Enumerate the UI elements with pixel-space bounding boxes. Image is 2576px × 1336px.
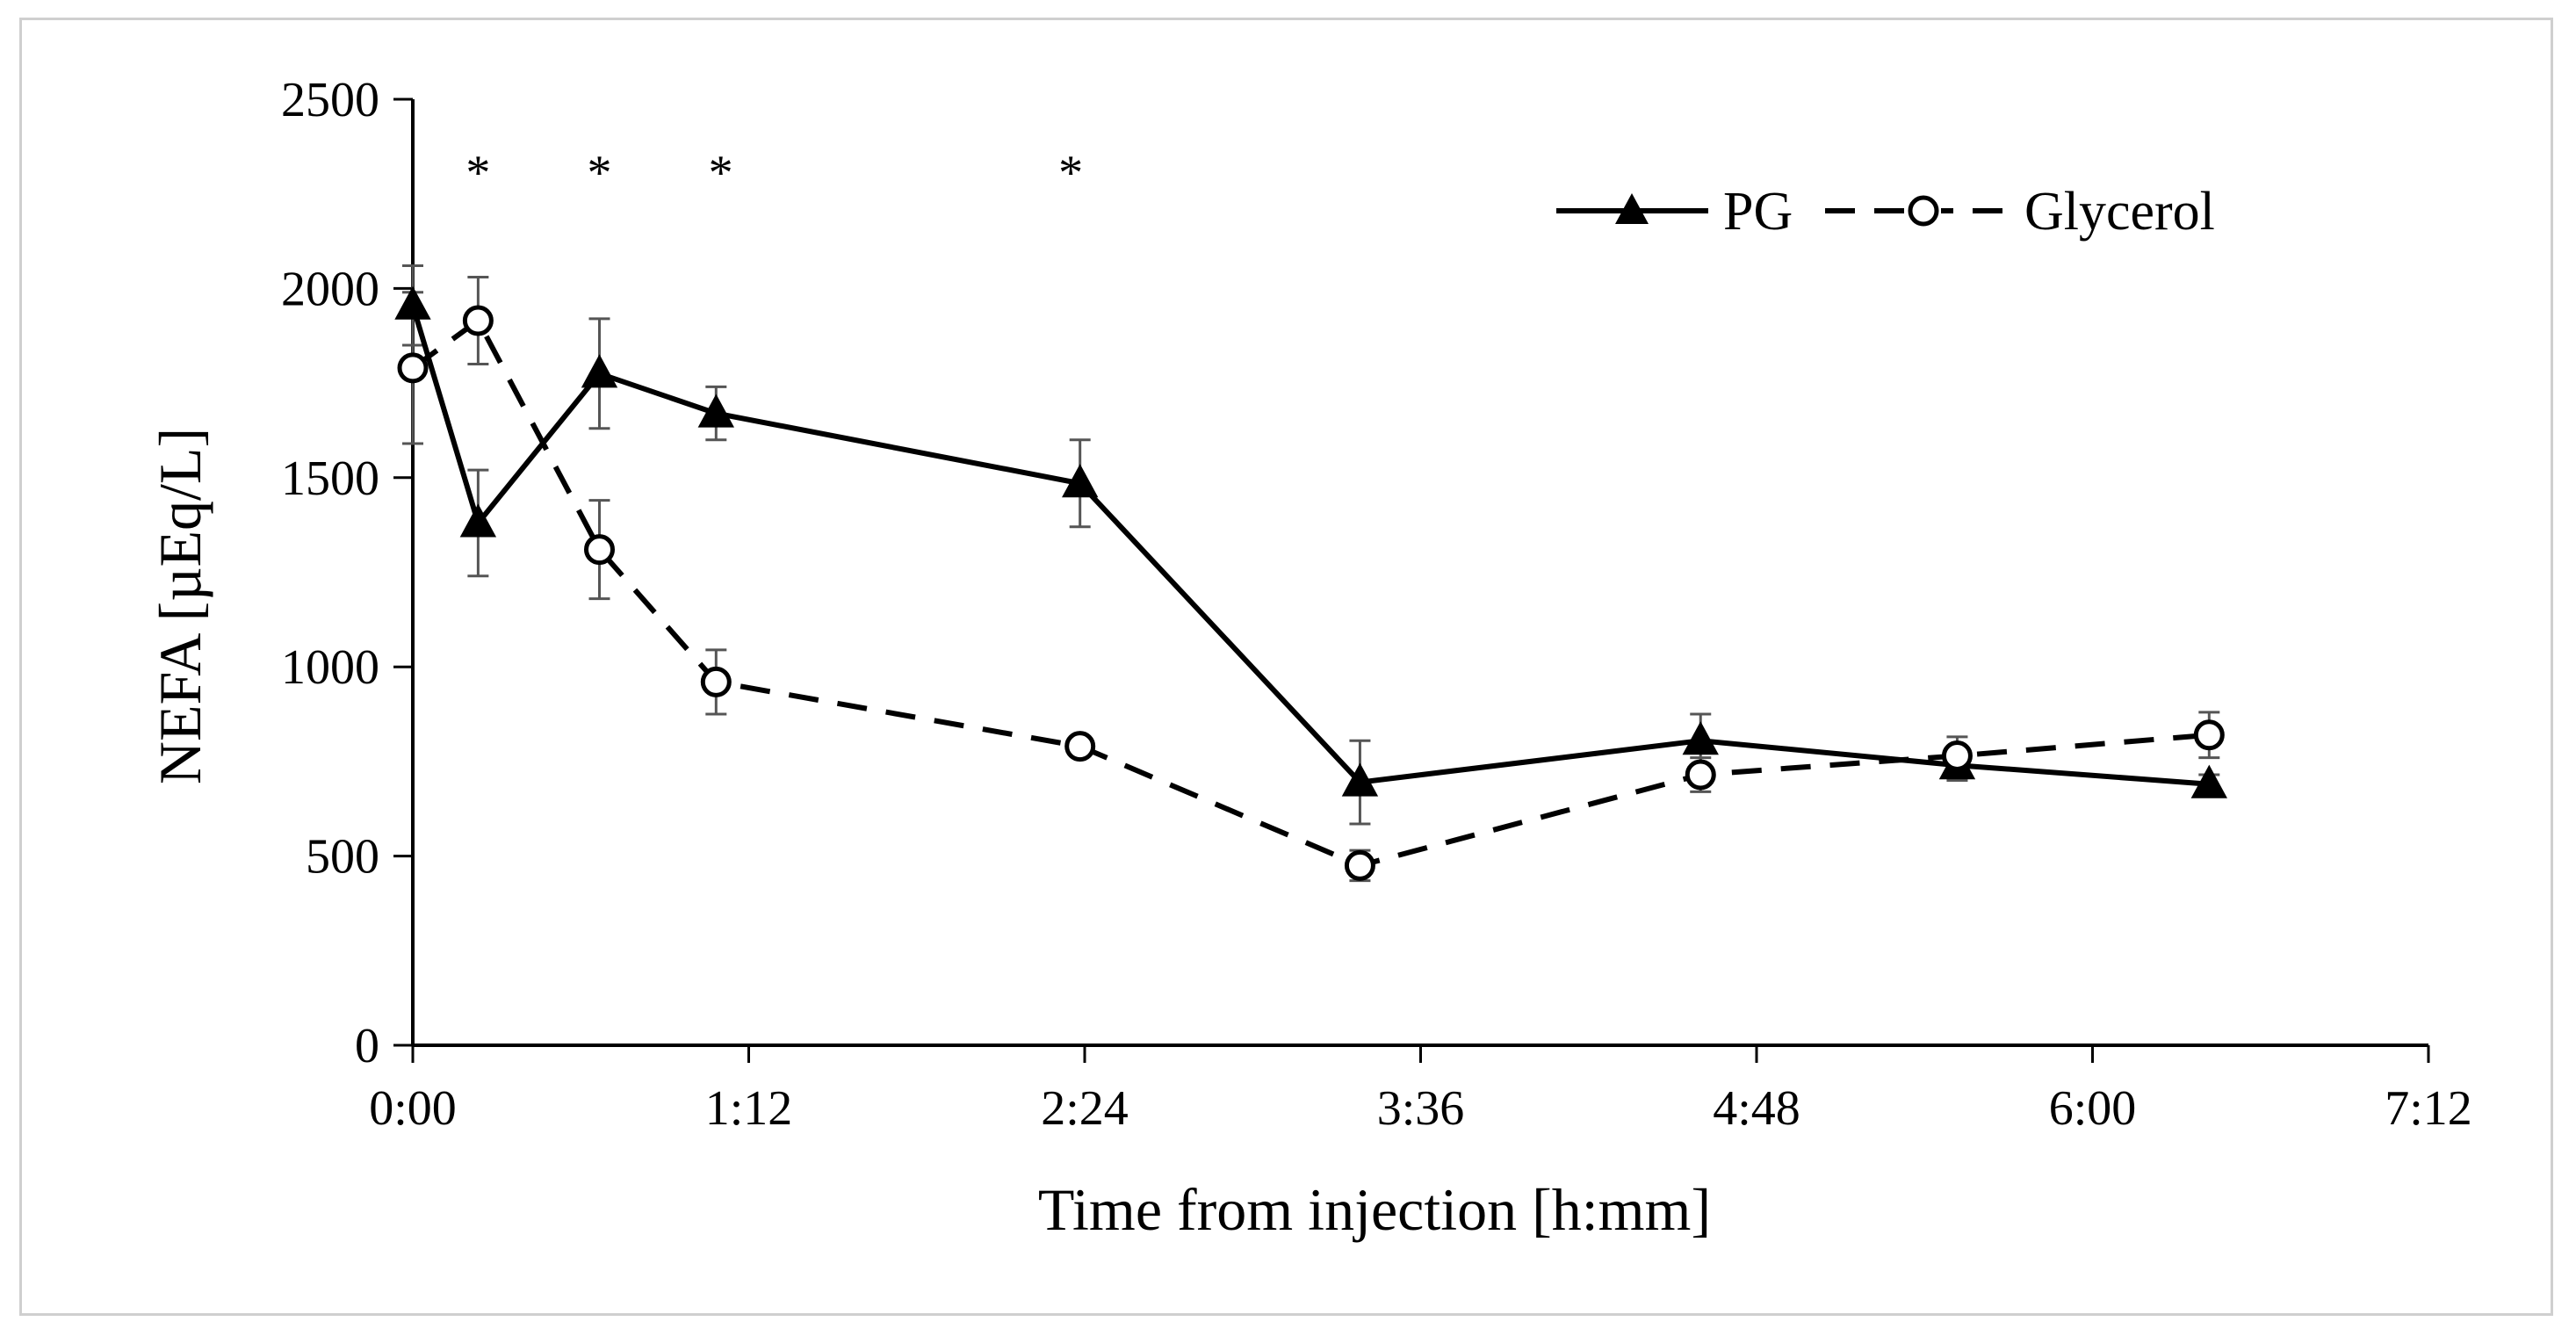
- error-bars: [402, 264, 2220, 883]
- data-point-pg: [1062, 464, 1099, 498]
- data-point-pg: [1341, 762, 1379, 797]
- x-tick-label: 0:00: [369, 1081, 457, 1136]
- y-axis-title: NEFA [µEq/L]: [147, 428, 213, 784]
- data-point-glycerol: [1685, 759, 1716, 791]
- series-lines: [410, 304, 2210, 869]
- data-point-glycerol: [1344, 849, 1375, 881]
- y-tick-label: 1000: [281, 640, 379, 695]
- data-point-pg: [2190, 764, 2227, 798]
- x-tick-label: 4:48: [1713, 1081, 1800, 1136]
- x-tick-label: 2:24: [1041, 1081, 1129, 1136]
- data-point-glycerol: [397, 352, 429, 384]
- x-tick-label: 7:12: [2385, 1081, 2472, 1136]
- x-tick-label: 6:00: [2049, 1081, 2137, 1136]
- significance-star: *: [465, 146, 490, 200]
- legend: PG Glycerol: [1556, 182, 2215, 242]
- data-point-glycerol: [1941, 740, 1973, 771]
- legend-label-pg: PG: [1723, 182, 1793, 242]
- x-tick-label: 3:36: [1377, 1081, 1465, 1136]
- y-tick-label: 2500: [281, 73, 379, 127]
- data-point-glycerol: [462, 305, 494, 336]
- axes: 0 500 1000 1500 2000 2500 0:00 1:12 2:24 3:36 4:48…: [281, 73, 2472, 1136]
- data-point-pg: [581, 354, 618, 388]
- x-axis-title: Time from injection [h:mm]: [1038, 1176, 1711, 1243]
- significance-star: *: [709, 146, 733, 200]
- series-line-pg: [410, 304, 2210, 787]
- significance-annotations: * * * *: [465, 146, 1083, 200]
- x-tick-label: 1:12: [705, 1081, 793, 1136]
- significance-star: *: [1058, 146, 1083, 200]
- legend-marker-pg: [1615, 193, 1649, 224]
- data-point-glycerol: [584, 534, 615, 566]
- y-tick-label: 500: [306, 830, 379, 885]
- legend-marker-glycerol: [1908, 195, 1939, 227]
- data-point-pg: [459, 503, 497, 538]
- chart-frame: [19, 18, 2553, 1316]
- data-point-glycerol: [700, 666, 732, 697]
- data-point-glycerol: [1064, 731, 1096, 762]
- y-tick-label: 1500: [281, 451, 379, 506]
- data-point-pg: [1682, 721, 1719, 755]
- y-tick-label: 0: [355, 1019, 379, 1073]
- data-point-pg: [697, 394, 734, 428]
- y-tick-label: 2000: [281, 262, 379, 316]
- data-point-glycerol: [2193, 719, 2225, 751]
- data-point-pg: [394, 285, 431, 320]
- significance-star: *: [588, 146, 612, 200]
- legend-label-glycerol: Glycerol: [2024, 182, 2215, 242]
- series-markers: [394, 285, 2227, 881]
